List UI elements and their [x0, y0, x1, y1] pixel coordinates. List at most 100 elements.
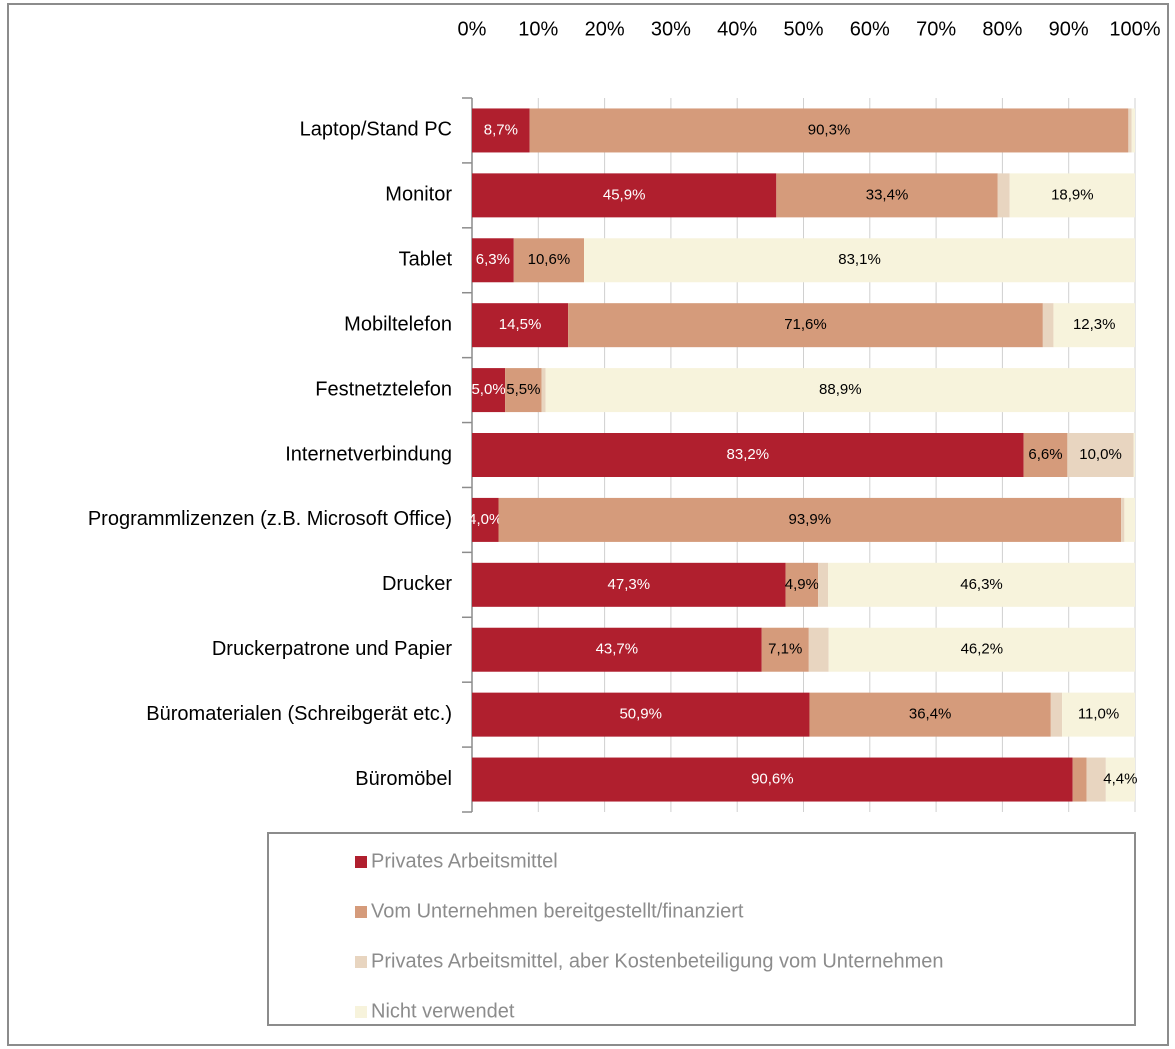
bar-segment	[472, 173, 777, 218]
legend-label: Privates Arbeitsmittel	[371, 850, 558, 872]
data-label: 47,3%	[608, 576, 651, 593]
data-label: 33,4%	[866, 186, 909, 203]
bar-segment	[1133, 433, 1135, 477]
y-tick-label: Programmlizenzen (z.B. Microsoft Office)	[88, 508, 452, 530]
data-label: 5,5%	[506, 381, 540, 398]
bar-segment	[1067, 433, 1134, 477]
bar-segment	[541, 368, 546, 413]
x-tick-label: 40%	[717, 18, 757, 40]
legend-swatch	[355, 1006, 367, 1018]
data-label: 7,1%	[768, 641, 802, 658]
bar-segment	[1062, 692, 1135, 737]
data-label: 43,7%	[596, 641, 639, 658]
bar-segment	[808, 627, 829, 672]
bar-segment	[1105, 757, 1135, 802]
bar-segment	[472, 562, 786, 607]
data-label: 18,9%	[1051, 186, 1094, 203]
y-tick-label: Mobiltelefon	[344, 313, 452, 335]
bar-segment	[472, 368, 506, 413]
data-label: 71,6%	[784, 316, 827, 333]
x-tick-label: 80%	[982, 18, 1022, 40]
data-label: 14,5%	[499, 316, 542, 333]
data-label: 90,3%	[808, 121, 851, 138]
data-label: 46,3%	[960, 576, 1003, 593]
bar-segment	[513, 238, 585, 283]
legend-swatch	[355, 906, 367, 918]
data-label: 10,0%	[1079, 446, 1122, 463]
bar-segment	[1023, 433, 1068, 477]
y-tick-label: Monitor	[385, 184, 452, 206]
bar-segment	[472, 497, 499, 542]
legend-swatch	[355, 856, 367, 868]
legend-label: Nicht verwendet	[371, 1000, 515, 1022]
data-label: 4,9%	[785, 576, 819, 593]
data-label: 11,0%	[1078, 706, 1119, 723]
y-tick-label: Druckerpatrone und Papier	[212, 638, 452, 660]
data-label: 50,9%	[619, 706, 662, 723]
data-label: 6,3%	[476, 251, 510, 268]
data-label: 6,6%	[1028, 446, 1062, 463]
bar-segment	[584, 238, 1135, 283]
data-label: 8,7%	[484, 121, 518, 138]
x-tick-label: 90%	[1049, 18, 1089, 40]
bar-segment	[818, 562, 829, 607]
bar-segment	[1050, 692, 1063, 737]
x-tick-label: 10%	[518, 18, 558, 40]
legend-swatch	[355, 956, 367, 968]
bar-segment	[498, 497, 1122, 542]
data-label: 5,0%	[471, 381, 505, 398]
bar-segment	[776, 173, 998, 218]
x-tick-label: 70%	[916, 18, 956, 40]
x-tick-label: 50%	[783, 18, 823, 40]
bar-segment	[472, 238, 514, 283]
y-tick-label: Büromaterialen (Schreibgerät etc.)	[146, 703, 452, 725]
data-label: 12,3%	[1073, 316, 1116, 333]
bar-segment	[529, 108, 1129, 153]
y-tick-label: Laptop/Stand PC	[300, 119, 452, 141]
data-label: 90,6%	[751, 771, 794, 788]
x-tick-label: 60%	[850, 18, 890, 40]
y-tick-label: Büromöbel	[355, 768, 452, 790]
legend-label: Privates Arbeitsmittel, aber Kostenbetei…	[371, 950, 944, 972]
y-tick-label: Internetverbindung	[285, 443, 452, 465]
bar-segment	[472, 627, 762, 672]
bar-segment	[472, 303, 569, 348]
data-label: 93,9%	[789, 511, 832, 528]
bar-segment	[1131, 108, 1135, 153]
bar-segment	[1072, 757, 1087, 802]
x-tick-label: 100%	[1109, 18, 1160, 40]
data-label: 88,9%	[819, 381, 862, 398]
data-label: 10,6%	[528, 251, 571, 268]
bar-segment	[472, 692, 810, 737]
y-tick-label: Festnetztelefon	[315, 378, 452, 400]
x-tick-label: 0%	[458, 18, 487, 40]
data-label: 4,4%	[1103, 771, 1137, 788]
bar-segment	[1009, 173, 1135, 218]
bar-segment	[1128, 108, 1132, 153]
data-label: 46,2%	[961, 641, 1004, 658]
bar-segment	[1053, 303, 1135, 348]
data-label: 83,2%	[727, 446, 770, 463]
bar-segment	[1086, 757, 1106, 802]
data-label: 36,4%	[909, 706, 952, 723]
bar-segment	[828, 562, 1135, 607]
bar-segment	[568, 303, 1043, 348]
x-tick-label: 20%	[585, 18, 625, 40]
y-tick-label: Tablet	[399, 249, 453, 271]
bar-segment	[809, 692, 1051, 737]
data-label: 45,9%	[603, 186, 646, 203]
bar-segment	[472, 433, 1024, 477]
data-label: 83,1%	[838, 251, 881, 268]
bar-segment	[785, 562, 819, 607]
data-label: 4,0%	[468, 511, 502, 528]
bar-segment	[472, 757, 1073, 802]
bar-segment	[545, 368, 1135, 413]
bar-segment	[997, 173, 1010, 218]
bar-segment	[505, 368, 542, 413]
bar-segment	[472, 108, 530, 153]
bar-segment	[1042, 303, 1054, 348]
bar-segment	[1124, 497, 1135, 542]
x-tick-label: 30%	[651, 18, 691, 40]
bar-segment	[828, 627, 1135, 672]
